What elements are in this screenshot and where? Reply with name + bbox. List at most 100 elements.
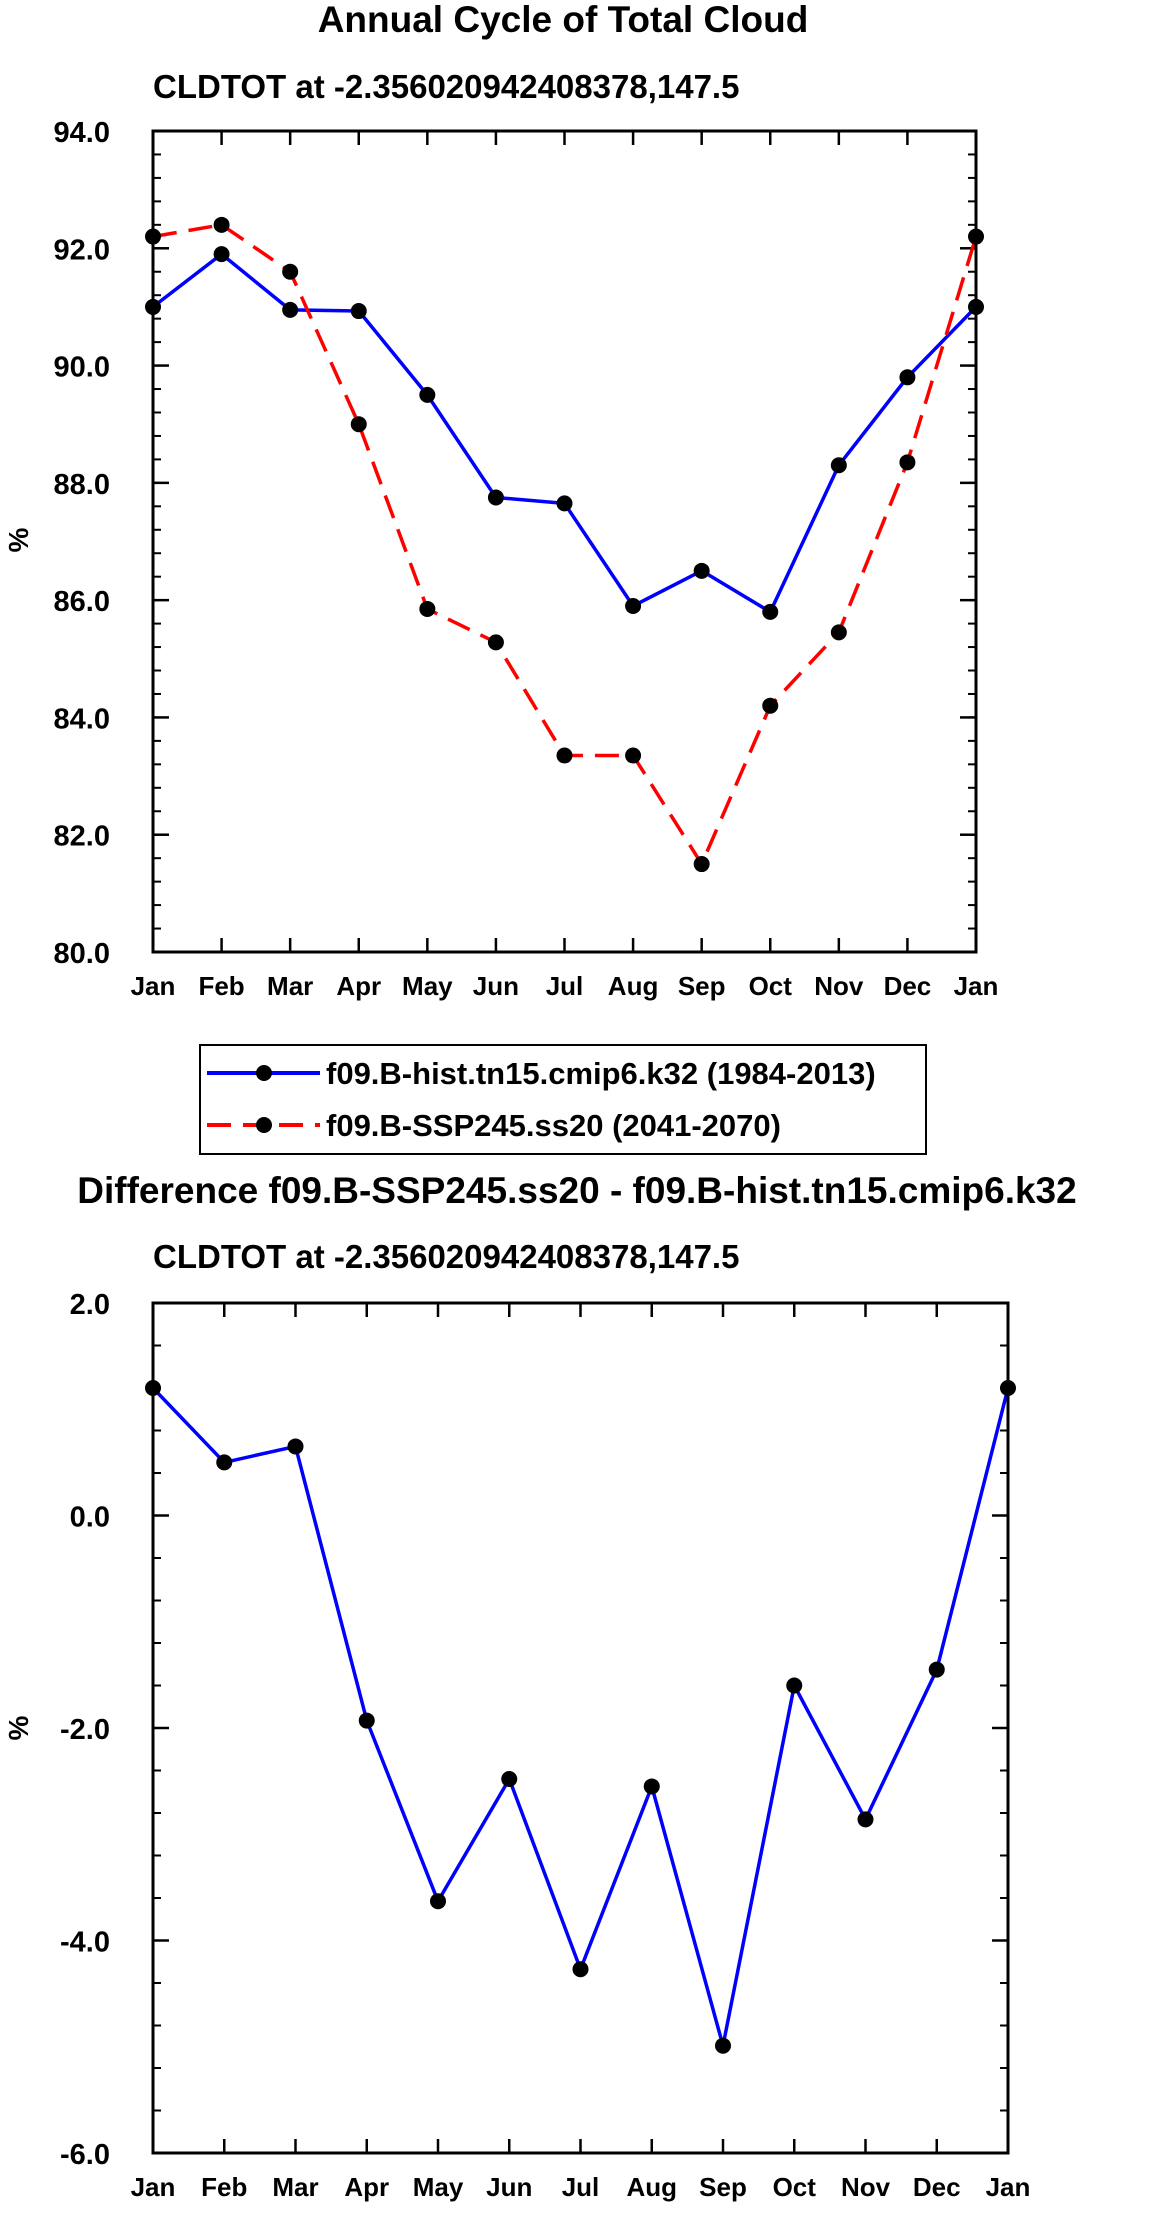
chart2-xtick-label: Dec <box>913 2172 961 2202</box>
chart1-series-0-point <box>762 603 779 620</box>
chart1-series-1-point <box>487 634 504 651</box>
chart1-series-1-point <box>213 216 230 233</box>
chart1-series-line-0 <box>151 252 978 614</box>
legend-label-hist: f09.B-hist.tn15.cmip6.k32 (1984-2013) <box>326 1056 876 1091</box>
chart1-series-0-point <box>625 598 642 615</box>
chart2-xtick-label: Nov <box>841 2172 891 2202</box>
chart2-ytick-label: -4.0 <box>60 1927 110 1959</box>
chart2-series-0-point <box>786 1677 803 1694</box>
chart1-xtick-label: Sep <box>678 971 726 1001</box>
chart1-series-0-point <box>350 303 367 320</box>
chart1-series-1-point <box>282 263 299 280</box>
chart1-series-1-point <box>556 747 573 764</box>
chart1-title: Annual Cycle of Total Cloud <box>318 0 809 40</box>
annual-cycle-chart: Annual Cycle of Total Cloud CLDTOT at -2… <box>3 0 998 1001</box>
legend-marker-ssp245 <box>256 1117 272 1133</box>
chart1-xtick-label: Dec <box>884 971 932 1001</box>
difference-chart: Difference f09.B-SSP245.ss20 - f09.B-his… <box>3 1170 1077 2202</box>
chart1-ytick-label: 92.0 <box>54 234 110 266</box>
chart1-xtick-label: Mar <box>267 971 313 1001</box>
chart1-plot-frame <box>151 129 978 954</box>
chart1-series-1-point <box>350 416 367 433</box>
chart2-ylabel: % <box>3 1715 34 1740</box>
chart1-ytick-label: 94.0 <box>54 117 110 149</box>
chart1-series-1-point <box>625 747 642 764</box>
chart2-xtick-label: May <box>413 2172 464 2202</box>
chart1-xtick-label: Jan <box>131 971 176 1001</box>
chart2-ticks <box>151 1301 1010 2155</box>
legend-entry-ssp245: f09.B-SSP245.ss20 (2041-2070) <box>207 1108 781 1143</box>
chart1-series-line-1 <box>152 223 978 866</box>
chart2-xtick-label: Mar <box>272 2172 318 2202</box>
chart1-series-1-point <box>693 856 710 873</box>
chart2-series-0-point <box>287 1438 304 1455</box>
chart2-xtick-label: Jan <box>131 2172 176 2202</box>
chart2-series-0-point <box>715 2037 731 2054</box>
legend-marker-hist <box>256 1065 272 1081</box>
chart1-ytick-label: 86.0 <box>54 586 110 618</box>
chart2-series-0-point <box>501 1771 518 1787</box>
chart1-xtick-label: Oct <box>749 971 793 1001</box>
chart1-xtick-label: May <box>402 971 453 1001</box>
legend-entry-hist: f09.B-hist.tn15.cmip6.k32 (1984-2013) <box>207 1056 876 1091</box>
chart1-xtick-label: Apr <box>336 971 381 1001</box>
chart2-xtick-label: Jun <box>486 2172 532 2202</box>
chart2-series-0-point <box>643 1778 660 1795</box>
chart2-series-line-0 <box>151 1386 1010 2048</box>
chart2-ytick-label: -2.0 <box>60 1714 110 1746</box>
legend-box <box>199 1044 927 1155</box>
chart2-plot-frame <box>151 1301 1010 2155</box>
chart2-xtick-label: Jan <box>986 2172 1031 2202</box>
chart1-ytick-label: 82.0 <box>54 821 110 853</box>
chart1-subtitle: CLDTOT at -2.356020942408378,147.5 <box>153 68 739 105</box>
chart1-series-0-point <box>693 562 710 579</box>
chart1-xtick-label: Nov <box>814 971 864 1001</box>
chart2-series-0-point <box>216 1454 233 1471</box>
chart2-xtick-label: Oct <box>773 2172 817 2202</box>
chart1-series-1-point <box>762 697 779 714</box>
chart1-xtick-label: Aug <box>608 971 659 1001</box>
chart1-series-1-point <box>830 624 847 641</box>
chart2-series <box>145 1380 1016 2054</box>
chart2-series-0-point <box>430 1893 446 1910</box>
chart2-xtick-label: Apr <box>344 2172 389 2202</box>
chart2-series-0-point <box>572 1961 589 1978</box>
chart1-series-0-point <box>419 386 436 403</box>
chart2-xtick-label: Feb <box>201 2172 247 2202</box>
chart2-subtitle: CLDTOT at -2.356020942408378,147.5 <box>153 1238 739 1275</box>
chart1-ytick-label: 88.0 <box>54 469 110 501</box>
chart2-ytick-label: -6.0 <box>60 2139 110 2171</box>
chart1-xtick-label: Jun <box>473 971 519 1001</box>
chart1-series-0-point <box>487 489 504 506</box>
chart1-series <box>145 216 984 873</box>
chart2-ytick-label: 2.0 <box>70 1289 110 1321</box>
chart1-series-0-point <box>830 457 847 474</box>
chart1-ytick-label: 80.0 <box>54 938 110 970</box>
legend-label-ssp245: f09.B-SSP245.ss20 (2041-2070) <box>326 1108 781 1143</box>
chart2-xtick-label: Sep <box>699 2172 747 2202</box>
chart2-title: Difference f09.B-SSP245.ss20 - f09.B-his… <box>77 1170 1076 1211</box>
chart2-series-0-point <box>857 1811 874 1828</box>
chart1-ylabel: % <box>3 527 34 552</box>
chart1-series-1-point <box>899 454 916 471</box>
legend: f09.B-hist.tn15.cmip6.k32 (1984-2013) f0… <box>199 1044 927 1155</box>
chart2-series-0-point <box>928 1661 945 1678</box>
chart2-series-0-point <box>358 1712 375 1729</box>
chart1-series-1-point <box>419 600 436 617</box>
chart1-xtick-label: Jul <box>546 971 584 1001</box>
chart1-xtick-label: Feb <box>198 971 244 1001</box>
chart2-ytick-label: 0.0 <box>70 1502 110 1534</box>
chart1-series-0-point <box>556 495 573 512</box>
chart1-series-0-point <box>213 246 230 263</box>
chart2-xtick-label: Jul <box>562 2172 600 2202</box>
chart1-ytick-label: 84.0 <box>54 703 110 735</box>
chart1-ticks <box>151 129 978 954</box>
chart1-ytick-label: 90.0 <box>54 352 110 384</box>
chart1-xtick-label: Jan <box>954 971 999 1001</box>
chart1-series-0-point <box>282 301 299 318</box>
chart2-tick-labels: Jan Feb Mar Apr May Jun Jul Aug Sep Oct Nov Dec Jan-… <box>60 1289 1030 2202</box>
chart1-tick-labels: Jan Feb Mar Apr May Jun Jul Aug Sep Oct Nov Dec Jan 8… <box>54 117 999 1001</box>
chart1-series-0-point <box>899 369 916 386</box>
chart2-xtick-label: Aug <box>626 2172 677 2202</box>
